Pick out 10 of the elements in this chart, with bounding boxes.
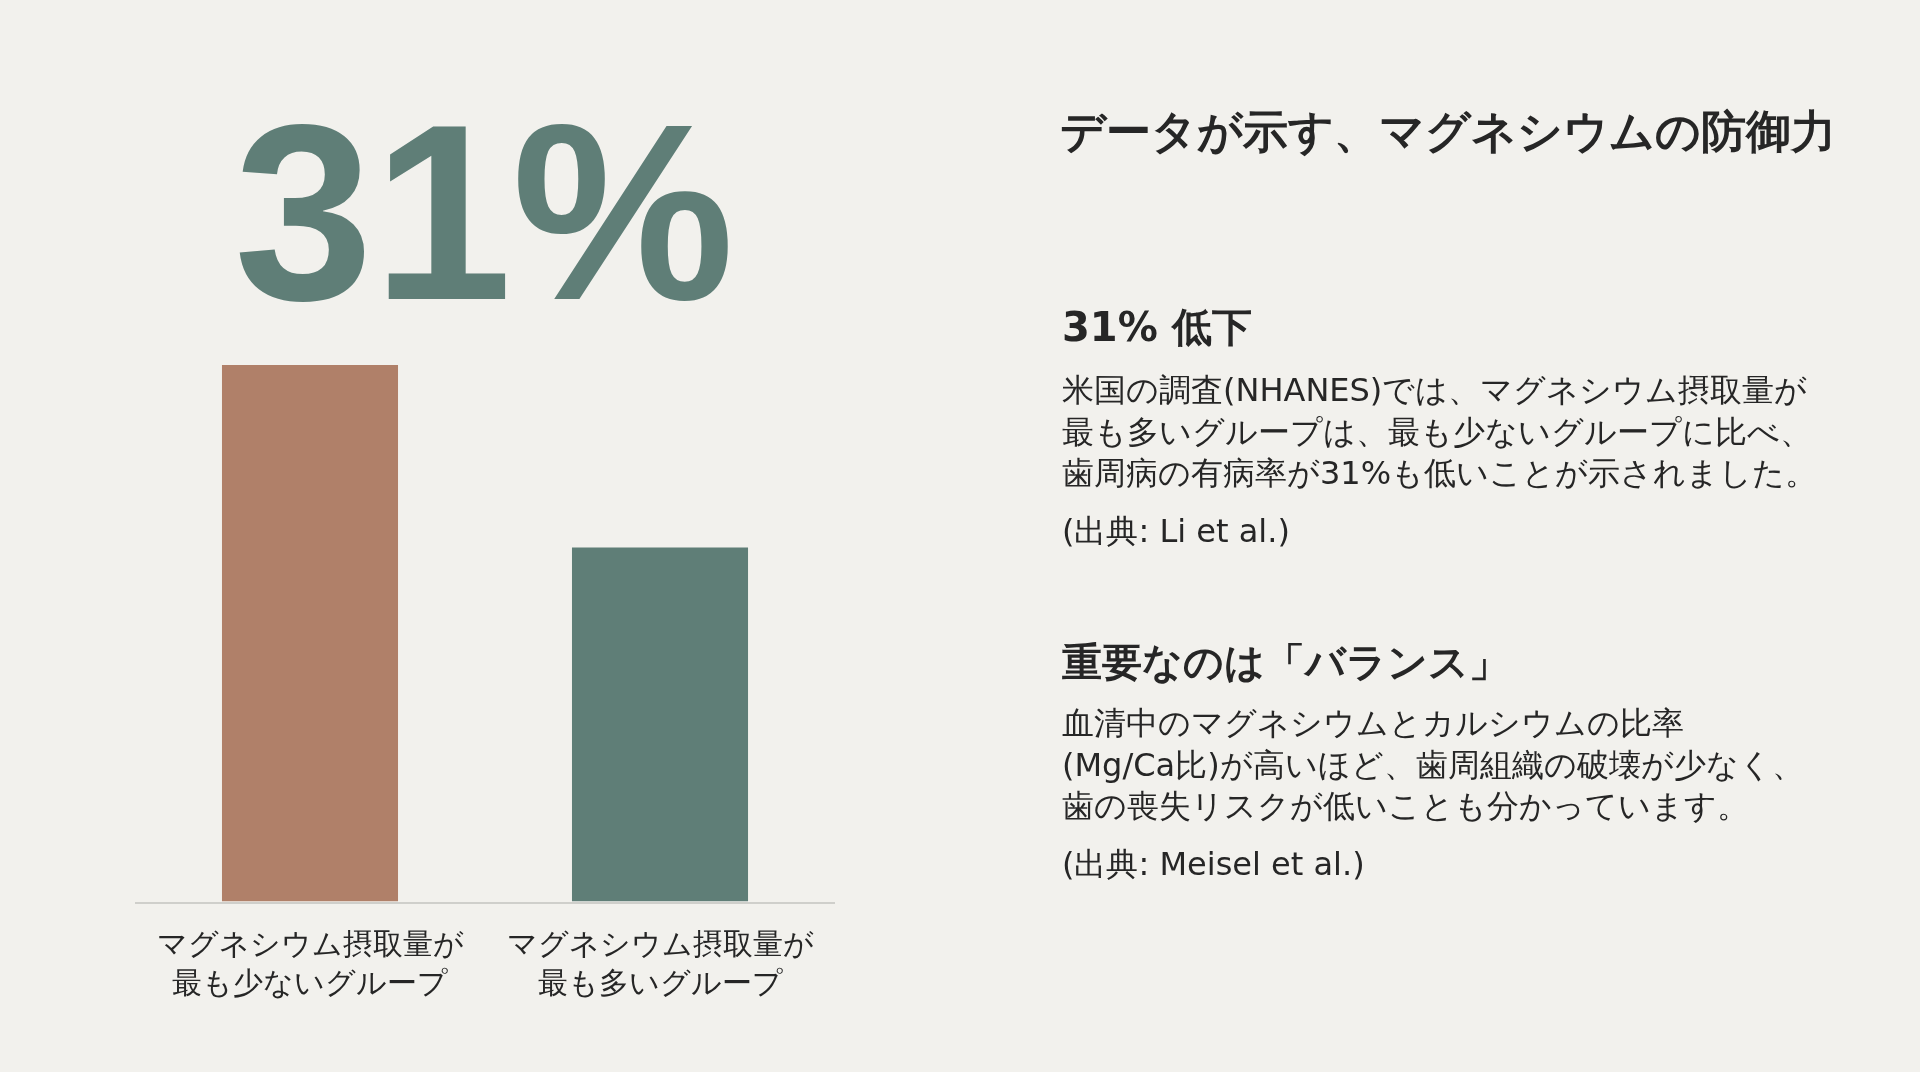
text: 31% [234, 73, 735, 352]
x-tick-label: マグネシウム摂取量が最も多いグループ [506, 925, 814, 1000]
text: (出典: Li et al.) [1062, 512, 1290, 550]
text: 血清中のマグネシウムとカルシウムの比率(Mg/Ca比)が高いほど、歯周組織の破壊が少なく、歯の喪失リスクが低いことも分かっています。 [1062, 704, 1804, 826]
x-tick-label: マグネシウム摂取量が最も少ないグループ [156, 925, 464, 1000]
text: データが示す、マグネシウムの防御力 [1060, 104, 1836, 158]
text: 重要なのは「バランス」 [1062, 639, 1509, 685]
text: (出典: Meisel et al.) [1062, 845, 1365, 883]
text: 31% 低下 [1062, 304, 1252, 350]
text: 米国の調査(NHANES)では、マグネシウム摂取量が最も多いグループは、最も少ないグループに比べ、歯周病の有病率が31%も低いことが示されました。 [1062, 371, 1818, 493]
